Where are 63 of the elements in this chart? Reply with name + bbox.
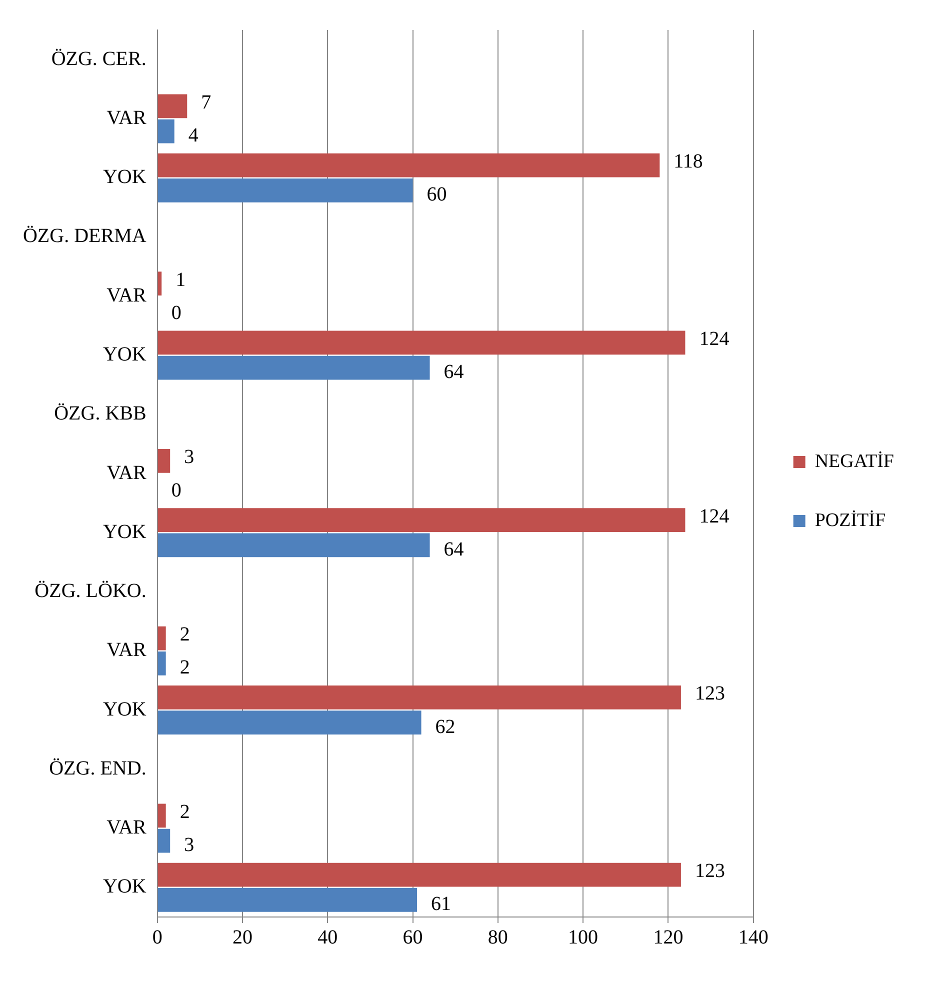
x-tick-label: 100	[568, 926, 598, 948]
data-label: 3	[184, 834, 194, 856]
x-tick-label: 140	[738, 926, 768, 948]
y-tick-label: YOK	[102, 343, 147, 366]
data-label: 0	[171, 479, 182, 502]
bar	[158, 686, 681, 710]
y-tick-label: ÖZG. LÖKO.	[34, 580, 146, 602]
bar	[158, 272, 162, 296]
legend-label: POZİTİF	[814, 510, 886, 531]
bar	[158, 330, 686, 355]
data-label: 64	[444, 361, 464, 384]
bar	[158, 533, 430, 558]
data-label: 0	[171, 302, 182, 324]
data-label: 2	[180, 800, 190, 823]
y-tick-label: YOK	[102, 698, 147, 720]
bar	[158, 508, 686, 532]
bar	[158, 828, 170, 853]
bar	[158, 626, 166, 650]
bar	[158, 710, 422, 735]
y-tick-label: YOK	[102, 876, 147, 898]
y-tick-label: VAR	[106, 639, 147, 662]
data-label: 64	[444, 538, 464, 560]
legend-label: NEGATİF	[814, 450, 894, 472]
bar	[158, 356, 430, 380]
y-tick-label: VAR	[106, 816, 147, 839]
y-tick-label: ÖZG. KBB	[54, 402, 146, 425]
data-label: 2	[180, 656, 190, 679]
data-label: 7	[201, 91, 212, 114]
bar	[158, 888, 418, 912]
data-label: 118	[674, 150, 703, 173]
y-tick-label: VAR	[106, 462, 147, 484]
bar	[158, 804, 166, 828]
bar	[158, 862, 681, 887]
bar	[158, 448, 170, 473]
y-tick-label: VAR	[106, 284, 147, 306]
x-tick-label: 80	[488, 926, 508, 948]
x-tick-label: 20	[232, 926, 252, 948]
data-label: 123	[694, 860, 725, 882]
y-tick-label: ÖZG. END.	[49, 757, 146, 780]
x-tick-label: 0	[152, 926, 162, 948]
data-label: 124	[699, 505, 730, 528]
data-label: 62	[435, 716, 456, 738]
data-label: 2	[180, 624, 190, 646]
y-tick-label: VAR	[106, 106, 147, 129]
data-label: 4	[188, 124, 198, 147]
x-tick-label: 40	[318, 926, 338, 948]
y-tick-label: ÖZG. DERMA	[22, 225, 147, 248]
bar	[158, 119, 174, 144]
data-label: 124	[699, 328, 730, 350]
x-tick-label: 60	[402, 926, 423, 948]
y-tick-label: YOK	[102, 520, 147, 543]
data-label: 1	[176, 268, 186, 291]
y-tick-label: YOK	[102, 166, 147, 188]
bar	[158, 94, 188, 118]
x-tick-label: 120	[653, 926, 684, 948]
bar	[158, 153, 660, 178]
data-label: 60	[426, 184, 447, 206]
data-label: 61	[431, 893, 452, 916]
y-tick-label: ÖZG. CER.	[51, 48, 146, 70]
bar	[158, 178, 413, 202]
data-label: 123	[694, 682, 725, 705]
data-label: 3	[184, 446, 194, 468]
bar	[158, 652, 166, 676]
